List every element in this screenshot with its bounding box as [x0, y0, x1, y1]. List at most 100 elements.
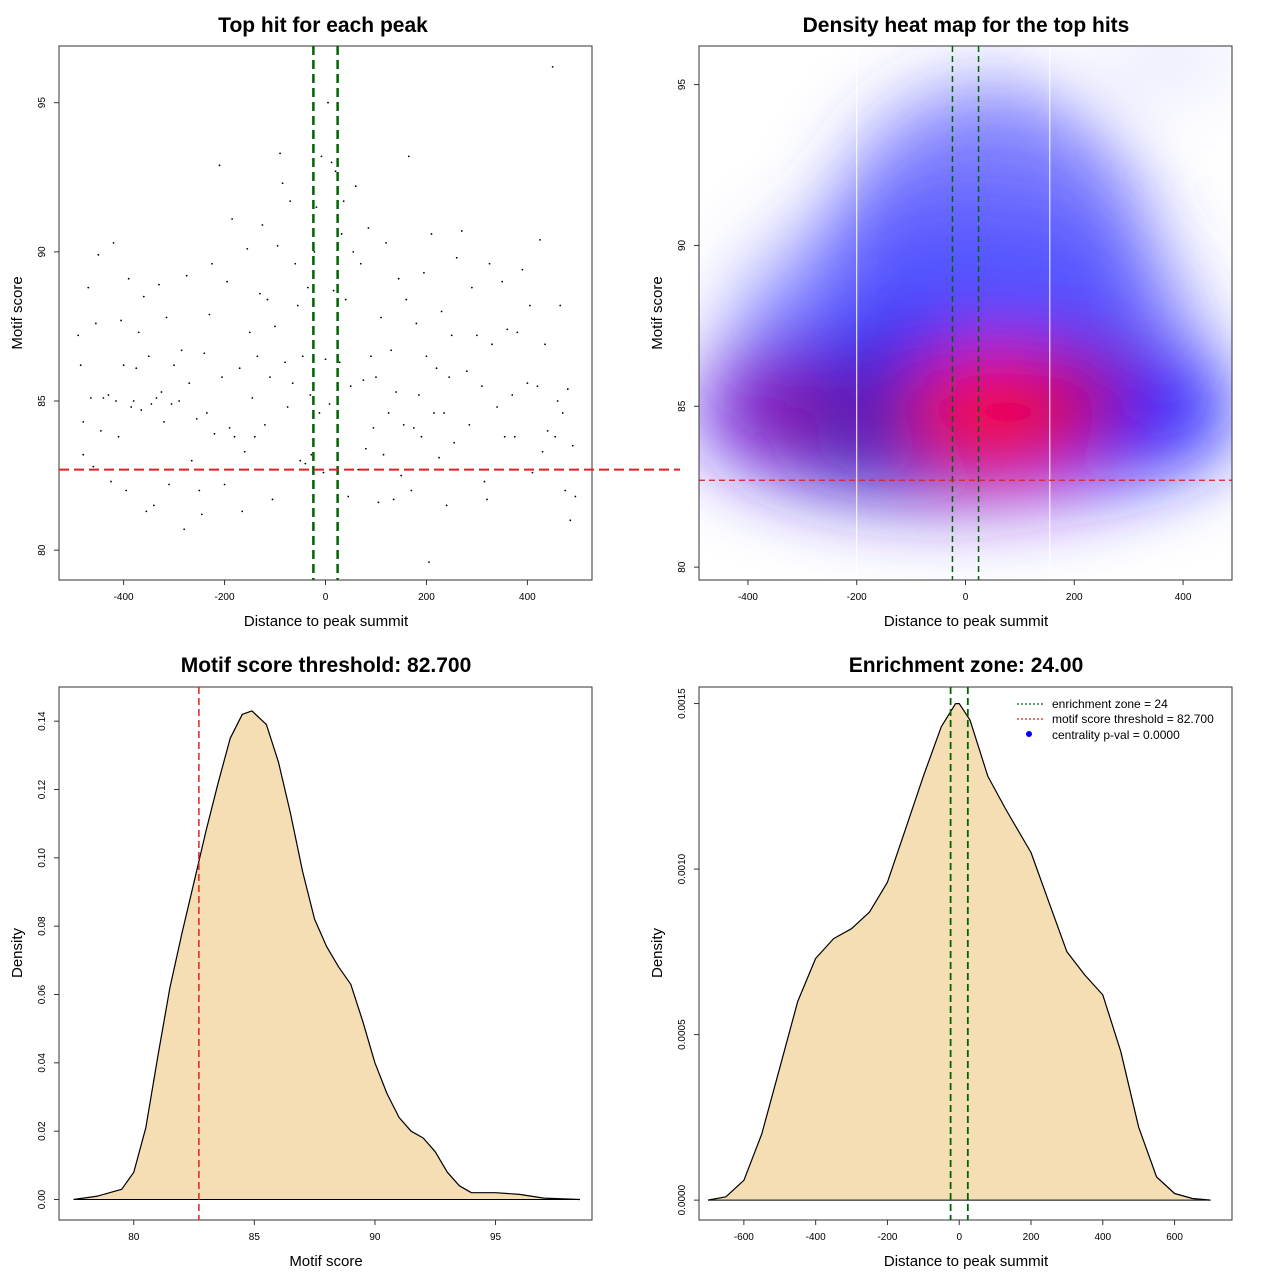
y-tick-label: 0.0015 — [677, 688, 688, 719]
data-point — [529, 304, 531, 307]
x-tick-label: 95 — [490, 1232, 502, 1243]
data-point — [279, 152, 281, 155]
data-point — [256, 355, 259, 358]
data-point — [438, 456, 440, 459]
data-point — [392, 498, 395, 501]
data-point — [488, 262, 491, 265]
x-tick-label: 0 — [956, 1232, 962, 1243]
data-point — [501, 280, 504, 283]
data-point — [231, 218, 234, 220]
data-point — [213, 432, 216, 435]
data-point — [544, 343, 546, 346]
data-point — [180, 349, 183, 352]
data-point — [226, 280, 228, 283]
data-point — [430, 233, 433, 235]
data-point — [400, 474, 403, 477]
data-point — [435, 367, 438, 370]
data-point — [160, 391, 163, 393]
data-point — [342, 200, 345, 203]
y-axis-label: Motif score — [649, 276, 666, 349]
data-point — [188, 382, 191, 385]
data-point — [455, 256, 458, 259]
data-point — [195, 418, 198, 420]
data-point — [372, 426, 375, 429]
x-axis-label: Distance to peak summit — [884, 613, 1049, 630]
chart-title: Enrichment zone: 24.00 — [849, 654, 1084, 677]
x-tick-label: -400 — [114, 592, 134, 603]
data-point — [258, 292, 261, 295]
data-point — [334, 170, 337, 173]
data-point — [112, 241, 115, 244]
data-point — [338, 361, 341, 364]
data-point — [377, 501, 380, 504]
data-point — [264, 423, 266, 426]
x-tick-label: 400 — [1094, 1232, 1111, 1243]
data-point — [115, 400, 117, 402]
x-tick-label: 85 — [249, 1232, 261, 1243]
panel-top-hits: Top hit for each peak -400 -200 0 200 400 80 8… — [9, 14, 680, 630]
data-point — [299, 459, 302, 462]
data-point — [266, 298, 269, 301]
data-point — [291, 382, 294, 385]
density-curve — [73, 710, 580, 1201]
reference-lines — [949, 687, 969, 1220]
data-point — [79, 364, 82, 367]
data-point — [190, 459, 193, 462]
data-point — [344, 298, 347, 301]
x-tick-label: 80 — [128, 1232, 140, 1243]
data-point — [152, 504, 155, 507]
data-point — [183, 528, 186, 531]
data-point — [367, 227, 370, 229]
data-point — [566, 388, 569, 390]
data-point — [127, 277, 130, 280]
y-tick-label: 0.14 — [37, 711, 48, 731]
data-point — [150, 403, 153, 405]
data-point — [382, 453, 385, 456]
data-point — [82, 420, 85, 423]
data-point — [165, 316, 168, 319]
data-point — [99, 429, 102, 432]
data-point — [306, 286, 309, 289]
data-point — [491, 343, 493, 346]
scatter-points — [77, 65, 577, 564]
data-point — [516, 331, 519, 334]
data-point — [503, 435, 506, 438]
plot-frame — [58, 45, 593, 581]
y-axis-label: Density — [9, 927, 26, 978]
data-point — [253, 435, 256, 438]
y-tick-label: 0.04 — [37, 1053, 48, 1073]
data-point — [352, 250, 355, 253]
data-point — [94, 322, 97, 325]
chart-title: Density heat map for the top hits — [803, 14, 1130, 37]
data-point — [315, 206, 318, 208]
data-point — [324, 358, 327, 361]
data-point — [536, 385, 539, 387]
data-point — [246, 247, 249, 250]
data-point — [221, 376, 223, 379]
data-point — [322, 471, 325, 474]
data-point — [445, 504, 448, 507]
data-point — [125, 489, 128, 492]
data-point — [559, 304, 562, 307]
data-point — [238, 367, 241, 370]
data-point — [223, 483, 226, 486]
x-tick-label: -200 — [877, 1232, 897, 1243]
y-tick-label: 0.06 — [37, 984, 48, 1004]
data-point — [89, 397, 92, 399]
data-point — [261, 224, 264, 226]
data-point — [320, 155, 323, 158]
data-point — [571, 444, 574, 447]
data-point — [359, 262, 362, 265]
x-tick-label: 200 — [1066, 592, 1083, 603]
data-point — [211, 262, 213, 265]
data-point — [241, 510, 244, 513]
data-point — [546, 429, 549, 432]
data-point — [130, 406, 133, 408]
data-point — [569, 519, 572, 522]
data-point — [203, 352, 206, 355]
legend: enrichment zone = 24 motif score thresho… — [1017, 697, 1214, 742]
density-curve — [707, 703, 1211, 1201]
y-tick-label: 0.0000 — [677, 1184, 688, 1215]
data-point — [284, 361, 287, 364]
